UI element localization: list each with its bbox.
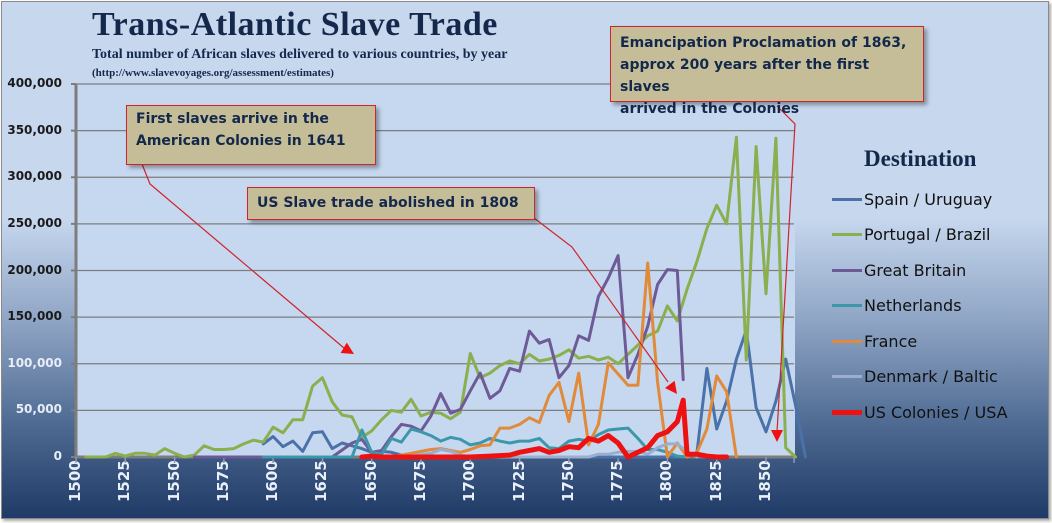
legend-label: US Colonies / USA bbox=[864, 402, 1008, 422]
legend-swatch-icon bbox=[832, 197, 862, 201]
legend-item: Denmark / Baltic bbox=[832, 367, 998, 387]
legend-swatch-icon bbox=[832, 268, 862, 272]
arrowhead-icon bbox=[665, 380, 677, 394]
arrowhead-icon bbox=[340, 342, 354, 354]
y-tick-label: 100,000 bbox=[7, 355, 62, 370]
legend-swatch-icon bbox=[832, 339, 862, 343]
series-line bbox=[192, 254, 685, 459]
chart-subtitle: Total number of African slaves delivered… bbox=[92, 47, 508, 62]
legend-label: Spain / Uruguay bbox=[864, 189, 993, 209]
legend-label: Netherlands bbox=[864, 296, 962, 315]
legend-label: France bbox=[864, 331, 918, 351]
y-tick-label: 150,000 bbox=[7, 309, 62, 324]
legend-item: France bbox=[832, 331, 917, 351]
legend-label: Great Britain bbox=[864, 260, 967, 280]
callout-leader-line bbox=[141, 163, 345, 349]
legend-label: Denmark / Baltic bbox=[864, 367, 998, 386]
legend-swatch-icon bbox=[832, 375, 862, 378]
y-tick-label: 200,000 bbox=[7, 262, 62, 277]
callout-first-slaves: First slaves arrive in the American Colo… bbox=[126, 105, 376, 165]
legend-item: Portugal / Brazil bbox=[832, 225, 990, 245]
legend-swatch-icon bbox=[832, 409, 862, 415]
y-tick-label: 350,000 bbox=[7, 122, 62, 137]
chart-title: Trans-Atlantic Slave Trade bbox=[92, 6, 498, 43]
callout-leader-line bbox=[533, 217, 669, 383]
series-line bbox=[84, 135, 798, 459]
legend-item: US Colonies / USA bbox=[832, 402, 1008, 422]
series-line bbox=[399, 442, 699, 459]
y-tick-label: 400,000 bbox=[7, 76, 62, 90]
callout-emancipation: Emancipation Proclamation of 1863, appro… bbox=[610, 26, 924, 117]
callout-abolished: US Slave trade abolished in 1808 bbox=[247, 187, 535, 220]
legend-item: Netherlands bbox=[832, 296, 962, 316]
legend-swatch-icon bbox=[832, 304, 862, 307]
y-tick-label: 250,000 bbox=[7, 215, 62, 230]
legend-title: Destination bbox=[864, 146, 977, 171]
y-tick-label: 300,000 bbox=[7, 169, 62, 184]
legend-swatch-icon bbox=[832, 233, 862, 236]
arrowhead-icon bbox=[771, 430, 783, 442]
series-line bbox=[359, 397, 730, 460]
legend-item: Great Britain bbox=[832, 260, 966, 280]
legend-label: Portugal / Brazil bbox=[864, 225, 991, 244]
y-tick-label: 50,000 bbox=[15, 402, 62, 417]
callout-leader-line bbox=[776, 105, 796, 433]
series-line bbox=[261, 426, 689, 459]
legend-item: Spain / Uruguay bbox=[832, 189, 992, 209]
chart-source: (http://www.slavevoyages.org/assessment/… bbox=[92, 67, 334, 79]
y-tick-label: 0 bbox=[53, 449, 62, 463]
